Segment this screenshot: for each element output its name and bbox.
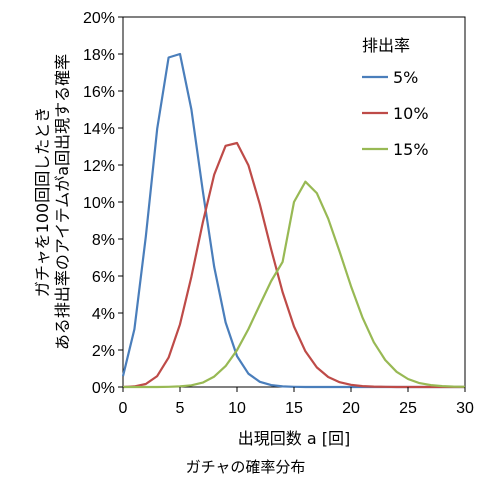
x-tick-label: 0	[119, 400, 128, 417]
x-tick-label: 30	[456, 400, 474, 417]
y-tick-label: 16%	[83, 84, 115, 101]
x-tick-label: 10	[228, 400, 246, 417]
x-tick-label: 15	[285, 400, 303, 417]
y-tick-label: 2%	[92, 343, 115, 360]
y-axis-label-line-2: ある排出率のアイテムがa回出現する確率	[53, 54, 72, 350]
y-tick-label: 0%	[92, 380, 115, 397]
x-tick-label: 25	[399, 400, 417, 417]
y-tick-label: 20%	[83, 10, 115, 27]
y-axis-label: ガチャを100回回したとき ある排出率のアイテムがa回出現する確率	[33, 54, 72, 350]
y-tick-label: 18%	[83, 47, 115, 64]
legend-entry-label: 5%	[393, 68, 418, 87]
figure-caption: ガチャの確率分布	[185, 458, 306, 476]
legend-entry-label: 15%	[393, 140, 429, 159]
tick-labels: 0% 2% 4% 6% 8% 10% 12% 14% 16% 18% 20% 0 5 10 15 20 25 30	[83, 10, 474, 417]
x-axis-label: 出現回数 a [回]	[238, 429, 350, 448]
y-axis-label-line-1: ガチャを100回回したとき	[33, 107, 52, 297]
legend-title: 排出率	[362, 36, 410, 55]
series-line-15pct	[123, 180, 466, 389]
series-line-10pct	[122, 141, 465, 389]
y-tick-label: 4%	[92, 306, 115, 323]
x-tick-label: 5	[176, 400, 185, 417]
y-tick-label: 10%	[83, 195, 115, 212]
y-tick-label: 14%	[83, 121, 115, 138]
x-tick-label: 20	[342, 400, 360, 417]
y-tick-label: 12%	[83, 158, 115, 175]
legend-entry-label: 10%	[393, 104, 429, 123]
y-tick-label: 8%	[92, 232, 115, 249]
y-tick-label: 6%	[92, 269, 115, 286]
legend: 排出率 5% 10% 15%	[362, 36, 429, 159]
